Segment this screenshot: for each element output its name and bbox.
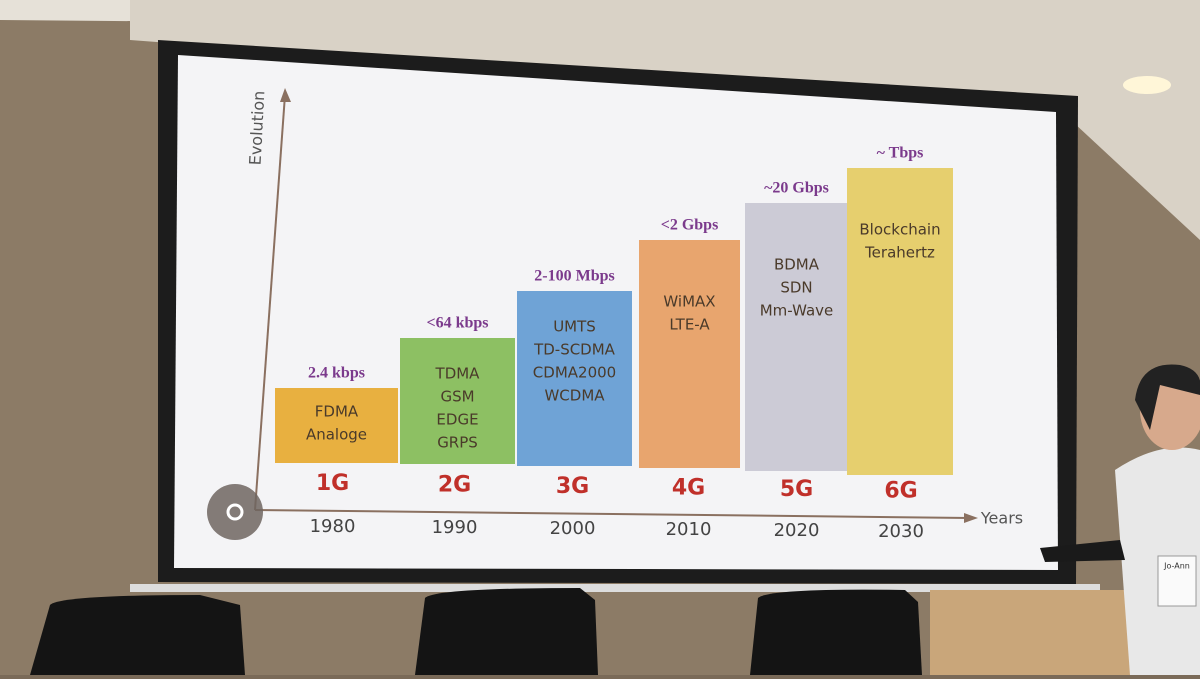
chair [30,595,245,675]
technology: Analoge [306,426,367,444]
generation-label: 6G [884,479,917,504]
generation-label: 5G [780,477,813,502]
speed-label: 2-100 Mbps [534,268,614,285]
speed-label: 2.4 kbps [308,365,365,382]
chair [750,589,922,675]
year-label: 1980 [310,516,356,537]
speed-label: ~20 Gbps [764,180,829,197]
technology: Terahertz [864,244,935,262]
generation-box [639,240,740,468]
speaker-hair [1135,364,1200,430]
year-label: 2020 [774,520,820,541]
screen-base [130,584,1100,592]
speed-label: <2 Gbps [661,217,719,234]
technology: CDMA2000 [533,364,616,382]
year-label: 2030 [878,521,924,542]
badge-text: Jo-Ann [1163,562,1190,571]
badge [1157,555,1197,607]
generation-box [275,388,398,463]
technology: TDMA [435,365,481,383]
year-label: 2010 [666,519,712,540]
technology: EDGE [436,411,478,429]
technology: UMTS [553,318,596,336]
speed-label: ~ Tbps [877,145,924,162]
generation-box [517,291,632,466]
technology: WiMAX [663,293,715,311]
chair [415,588,598,675]
generation-label: 1G [316,471,349,496]
arrow-head [964,513,978,523]
technology: WCDMA [544,387,605,405]
technology: Mm-Wave [760,302,834,320]
lens-button[interactable] [207,484,263,540]
generation-box [847,168,953,475]
y-axis-label: Evolution [246,90,269,166]
technology: TD-SCDMA [533,341,616,359]
y-axis [254,94,286,511]
technology: LTE-A [669,316,710,334]
x-axis [254,509,971,519]
ceiling-light [1123,76,1171,94]
speaker: Jo-Ann [1040,364,1200,675]
year-label: 2000 [550,518,596,539]
lens-icon [226,503,244,521]
generation-label: 3G [556,474,589,499]
speaker-arm [1040,540,1125,562]
technology: SDN [780,279,812,297]
x-axis-label: Years [980,509,1023,528]
technology: GRPS [437,434,478,452]
generation-label: 2G [438,473,471,498]
technology: Blockchain [859,221,940,239]
cabinet [930,590,1140,675]
generation-box [400,338,515,464]
technology: GSM [440,388,474,406]
arrow-head [280,88,291,102]
year-label: 1990 [432,517,478,538]
technology: BDMA [774,256,820,274]
generation-label: 4G [672,476,705,501]
generation-box [745,203,848,471]
technology: FDMA [315,403,359,421]
speed-label: <64 kbps [426,315,488,332]
